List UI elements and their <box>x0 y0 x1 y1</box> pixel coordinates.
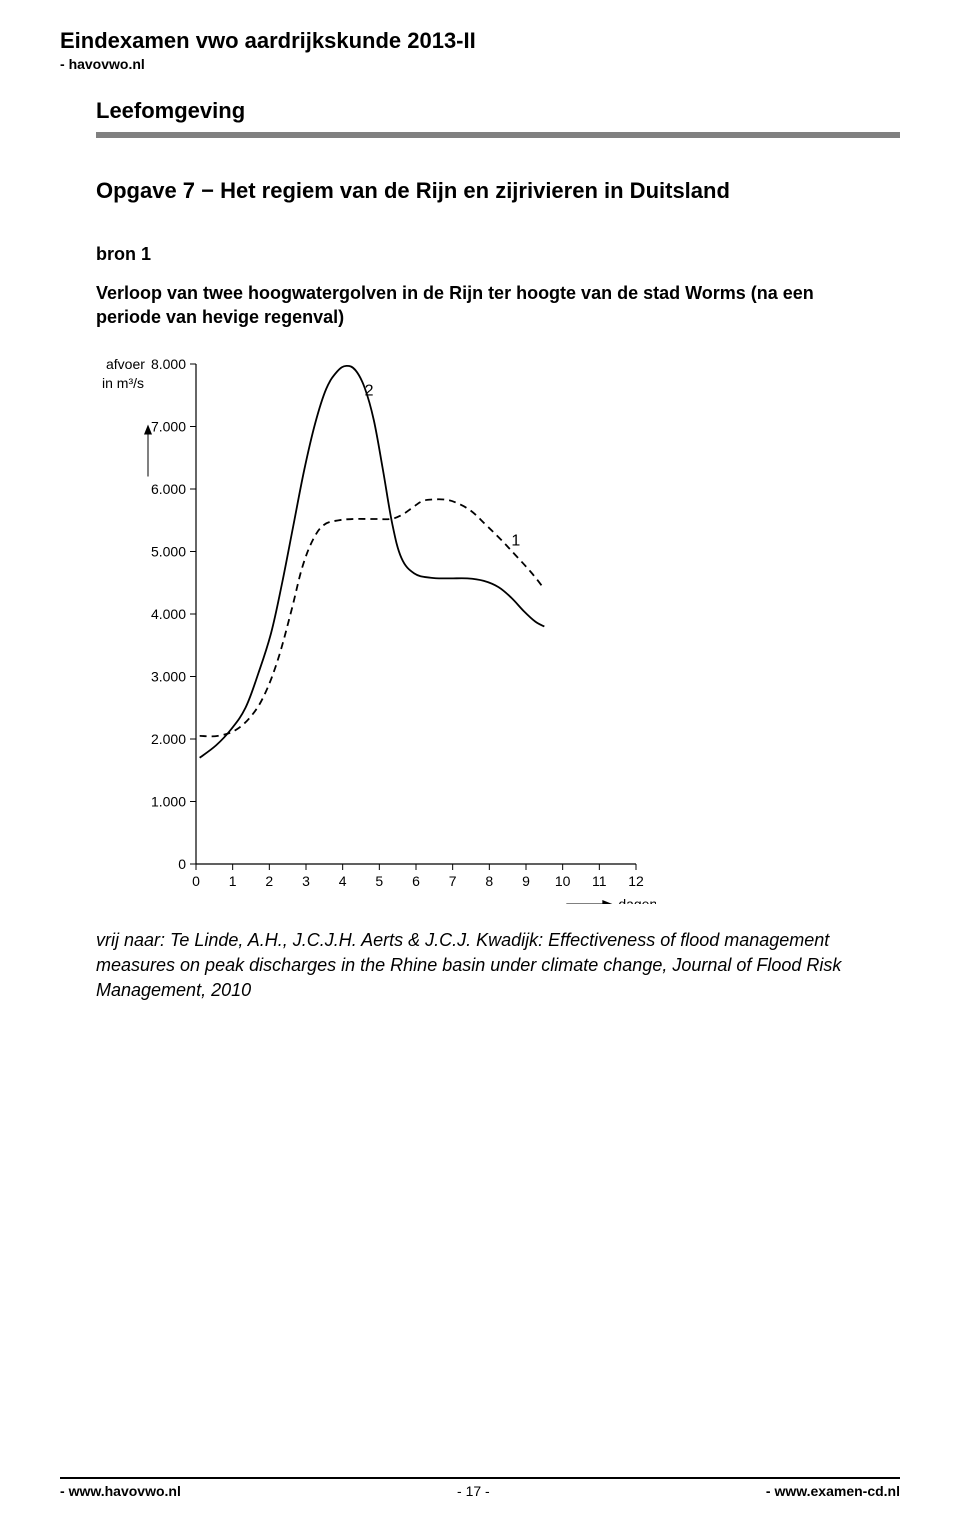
svg-text:4.000: 4.000 <box>151 606 186 622</box>
footer-left-text: www.havovwo.nl <box>69 1483 181 1499</box>
svg-text:in m³/s: in m³/s <box>102 375 144 391</box>
svg-text:3: 3 <box>302 873 310 889</box>
bron-caption: Verloop van twee hoogwatergolven in de R… <box>96 281 856 330</box>
svg-text:0: 0 <box>178 856 186 872</box>
svg-text:11: 11 <box>592 873 607 889</box>
site-prefix: - <box>60 56 69 72</box>
svg-text:2: 2 <box>365 382 374 399</box>
page-footer: - www.havovwo.nl - 17 - - www.examen-cd.… <box>60 1477 900 1499</box>
svg-text:1.000: 1.000 <box>151 793 186 809</box>
footer-page-number: - 17 - <box>457 1483 490 1499</box>
citation-text: vrij naar: Te Linde, A.H., J.C.J.H. Aert… <box>96 928 856 1004</box>
svg-text:0: 0 <box>192 873 200 889</box>
site-name: havovwo.nl <box>69 56 145 72</box>
svg-text:1: 1 <box>229 873 237 889</box>
svg-text:7.000: 7.000 <box>151 418 186 434</box>
footer-right-text: www.examen-cd.nl <box>774 1483 900 1499</box>
svg-text:8.000: 8.000 <box>151 356 186 372</box>
svg-text:3.000: 3.000 <box>151 668 186 684</box>
opgave-title: Opgave 7 − Het regiem van de Rijn en zij… <box>96 178 900 204</box>
svg-text:7: 7 <box>449 873 457 889</box>
footer-left-prefix: - <box>60 1483 69 1499</box>
svg-text:8: 8 <box>485 873 493 889</box>
svg-text:5.000: 5.000 <box>151 543 186 559</box>
discharge-chart: 0 1.000 2.000 3.000 4.000 5.000 6.000 7.000 8.00… <box>96 344 656 904</box>
svg-text:dagen: dagen <box>618 896 656 904</box>
svg-text:afvoer: afvoer <box>106 356 145 372</box>
footer-left: - www.havovwo.nl <box>60 1483 181 1499</box>
svg-text:6: 6 <box>412 873 420 889</box>
section-title: Leefomgeving <box>96 98 245 123</box>
svg-text:5: 5 <box>375 873 383 889</box>
svg-text:12: 12 <box>628 873 644 889</box>
svg-text:10: 10 <box>555 873 571 889</box>
footer-right: - www.examen-cd.nl <box>766 1483 900 1499</box>
svg-text:2.000: 2.000 <box>151 731 186 747</box>
page-top-title: Eindexamen vwo aardrijkskunde 2013-II <box>60 28 900 54</box>
svg-text:6.000: 6.000 <box>151 481 186 497</box>
bron-label: bron 1 <box>96 244 900 265</box>
svg-text:4: 4 <box>339 873 347 889</box>
chart-container: 0 1.000 2.000 3.000 4.000 5.000 6.000 7.000 8.00… <box>96 344 900 904</box>
page-site: - havovwo.nl <box>60 56 900 72</box>
svg-text:9: 9 <box>522 873 530 889</box>
svg-text:1: 1 <box>511 532 520 549</box>
svg-text:2: 2 <box>265 873 273 889</box>
section-rule <box>96 132 900 138</box>
